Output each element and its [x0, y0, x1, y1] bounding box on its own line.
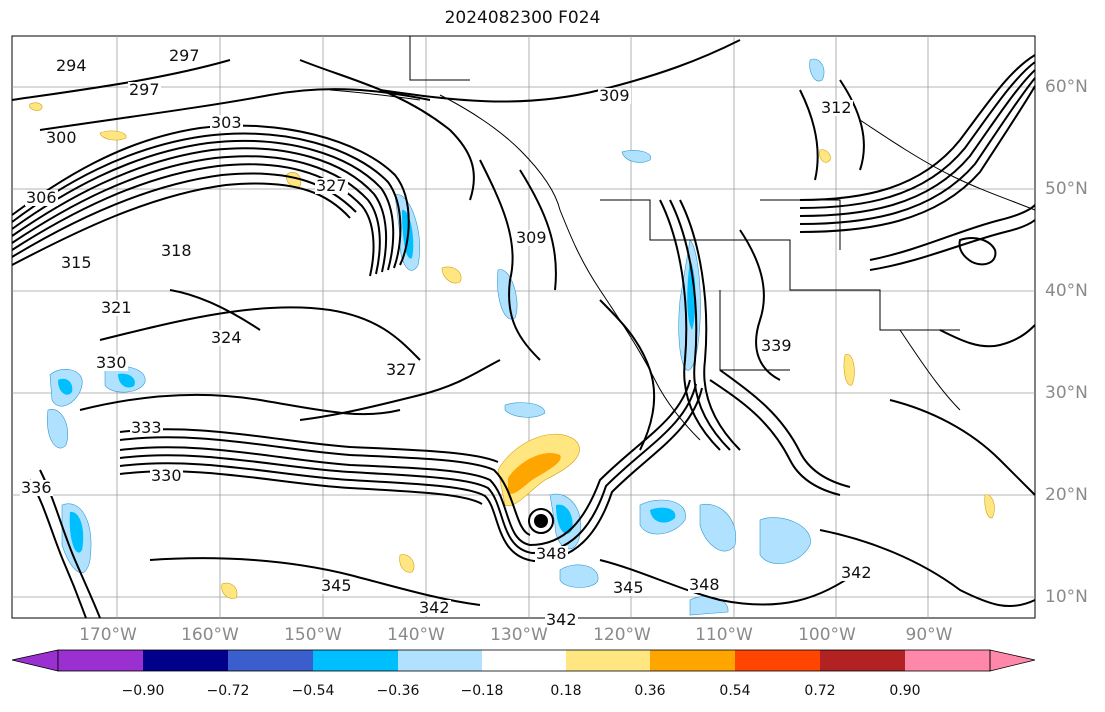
lon-label-100w: 100°W [798, 625, 856, 645]
colorbar-bin [905, 650, 990, 671]
contour-label: 312 [820, 98, 853, 117]
contour-label: 342 [840, 563, 873, 582]
contour-label: 336 [20, 478, 53, 497]
colorbar-tick: 0.90 [889, 683, 921, 699]
lat-label-30n: 30°N [1045, 383, 1088, 403]
colorbar-bin [482, 650, 566, 671]
lon-label-160w: 160°W [181, 625, 239, 645]
contour-label: 348 [535, 544, 568, 563]
colorbar-bin [58, 650, 143, 671]
contour-label: 333 [130, 418, 163, 437]
colorbar-bin [735, 650, 820, 671]
contour-label: 327 [315, 176, 348, 195]
contour-lines [11, 39, 1036, 619]
contour-label: 300 [45, 128, 78, 147]
lat-label-40n: 40°N [1045, 281, 1088, 301]
contour-label: 306 [25, 188, 58, 207]
contour-label: 321 [100, 298, 133, 317]
contour-label: 327 [385, 360, 418, 379]
contour-label: 297 [168, 46, 201, 65]
lon-label-150w: 150°W [284, 625, 342, 645]
shading-strong-negative [58, 209, 696, 553]
contour-label: 330 [95, 353, 128, 372]
lon-label-170w: 170°W [79, 625, 137, 645]
colorbar-bin [398, 650, 482, 671]
contour-label: 345 [612, 578, 645, 597]
colorbar [11, 649, 1036, 672]
contour-label: 294 [55, 56, 88, 75]
colorbar-over [989, 649, 1036, 672]
shading-strong-positive [508, 452, 561, 494]
lat-label-20n: 20°N [1045, 485, 1088, 505]
lon-label-90w: 90°W [905, 625, 953, 645]
colorbar-tick: −0.18 [460, 683, 504, 699]
colorbar-tick: −0.72 [206, 683, 250, 699]
colorbar-tick: −0.90 [121, 683, 165, 699]
contour-label: 309 [515, 228, 548, 247]
colorbar-tick: −0.54 [291, 683, 335, 699]
contour-label: 315 [60, 253, 93, 272]
contour-label: 342 [545, 610, 578, 629]
map-frame [11, 35, 1036, 619]
colorbar-bin [820, 650, 905, 671]
hurricane-symbol [528, 508, 554, 534]
colorbar-outline [57, 649, 991, 672]
contour-label: 324 [210, 328, 243, 347]
lat-label-60n: 60°N [1045, 77, 1088, 97]
colorbar-bin [143, 650, 228, 671]
contour-label: 303 [210, 113, 243, 132]
lat-label-50n: 50°N [1045, 179, 1088, 199]
contour-label: 318 [160, 241, 193, 260]
shading-negative [46, 58, 825, 616]
colorbar-tick: 0.36 [634, 683, 666, 699]
contour-label: 348 [688, 575, 721, 594]
contour-label: 309 [598, 86, 631, 105]
contour-label: 339 [760, 336, 793, 355]
coastlines [329, 36, 1036, 441]
lon-label-140w: 140°W [387, 625, 445, 645]
colorbar-under [11, 649, 59, 672]
contour-label: 345 [320, 576, 353, 595]
map-title: 2024082300 F024 [444, 8, 601, 28]
lon-label-130w: 130°W [490, 625, 548, 645]
colorbar-tick: 0.54 [719, 683, 751, 699]
colorbar-tick: −0.36 [376, 683, 420, 699]
graticule [12, 36, 1035, 618]
lon-label-120w: 120°W [593, 625, 651, 645]
colorbar-bin [313, 650, 398, 671]
colorbar-bin [566, 650, 650, 671]
contour-label: 342 [418, 598, 451, 617]
lat-label-10n: 10°N [1045, 587, 1088, 607]
colorbar-tick: 0.18 [550, 683, 582, 699]
contour-label: 297 [128, 80, 161, 99]
lon-label-110w: 110°W [695, 625, 753, 645]
colorbar-bin [650, 650, 735, 671]
colorbar-tick: 0.72 [804, 683, 836, 699]
colorbar-bin [228, 650, 313, 671]
contour-label: 330 [150, 466, 183, 485]
